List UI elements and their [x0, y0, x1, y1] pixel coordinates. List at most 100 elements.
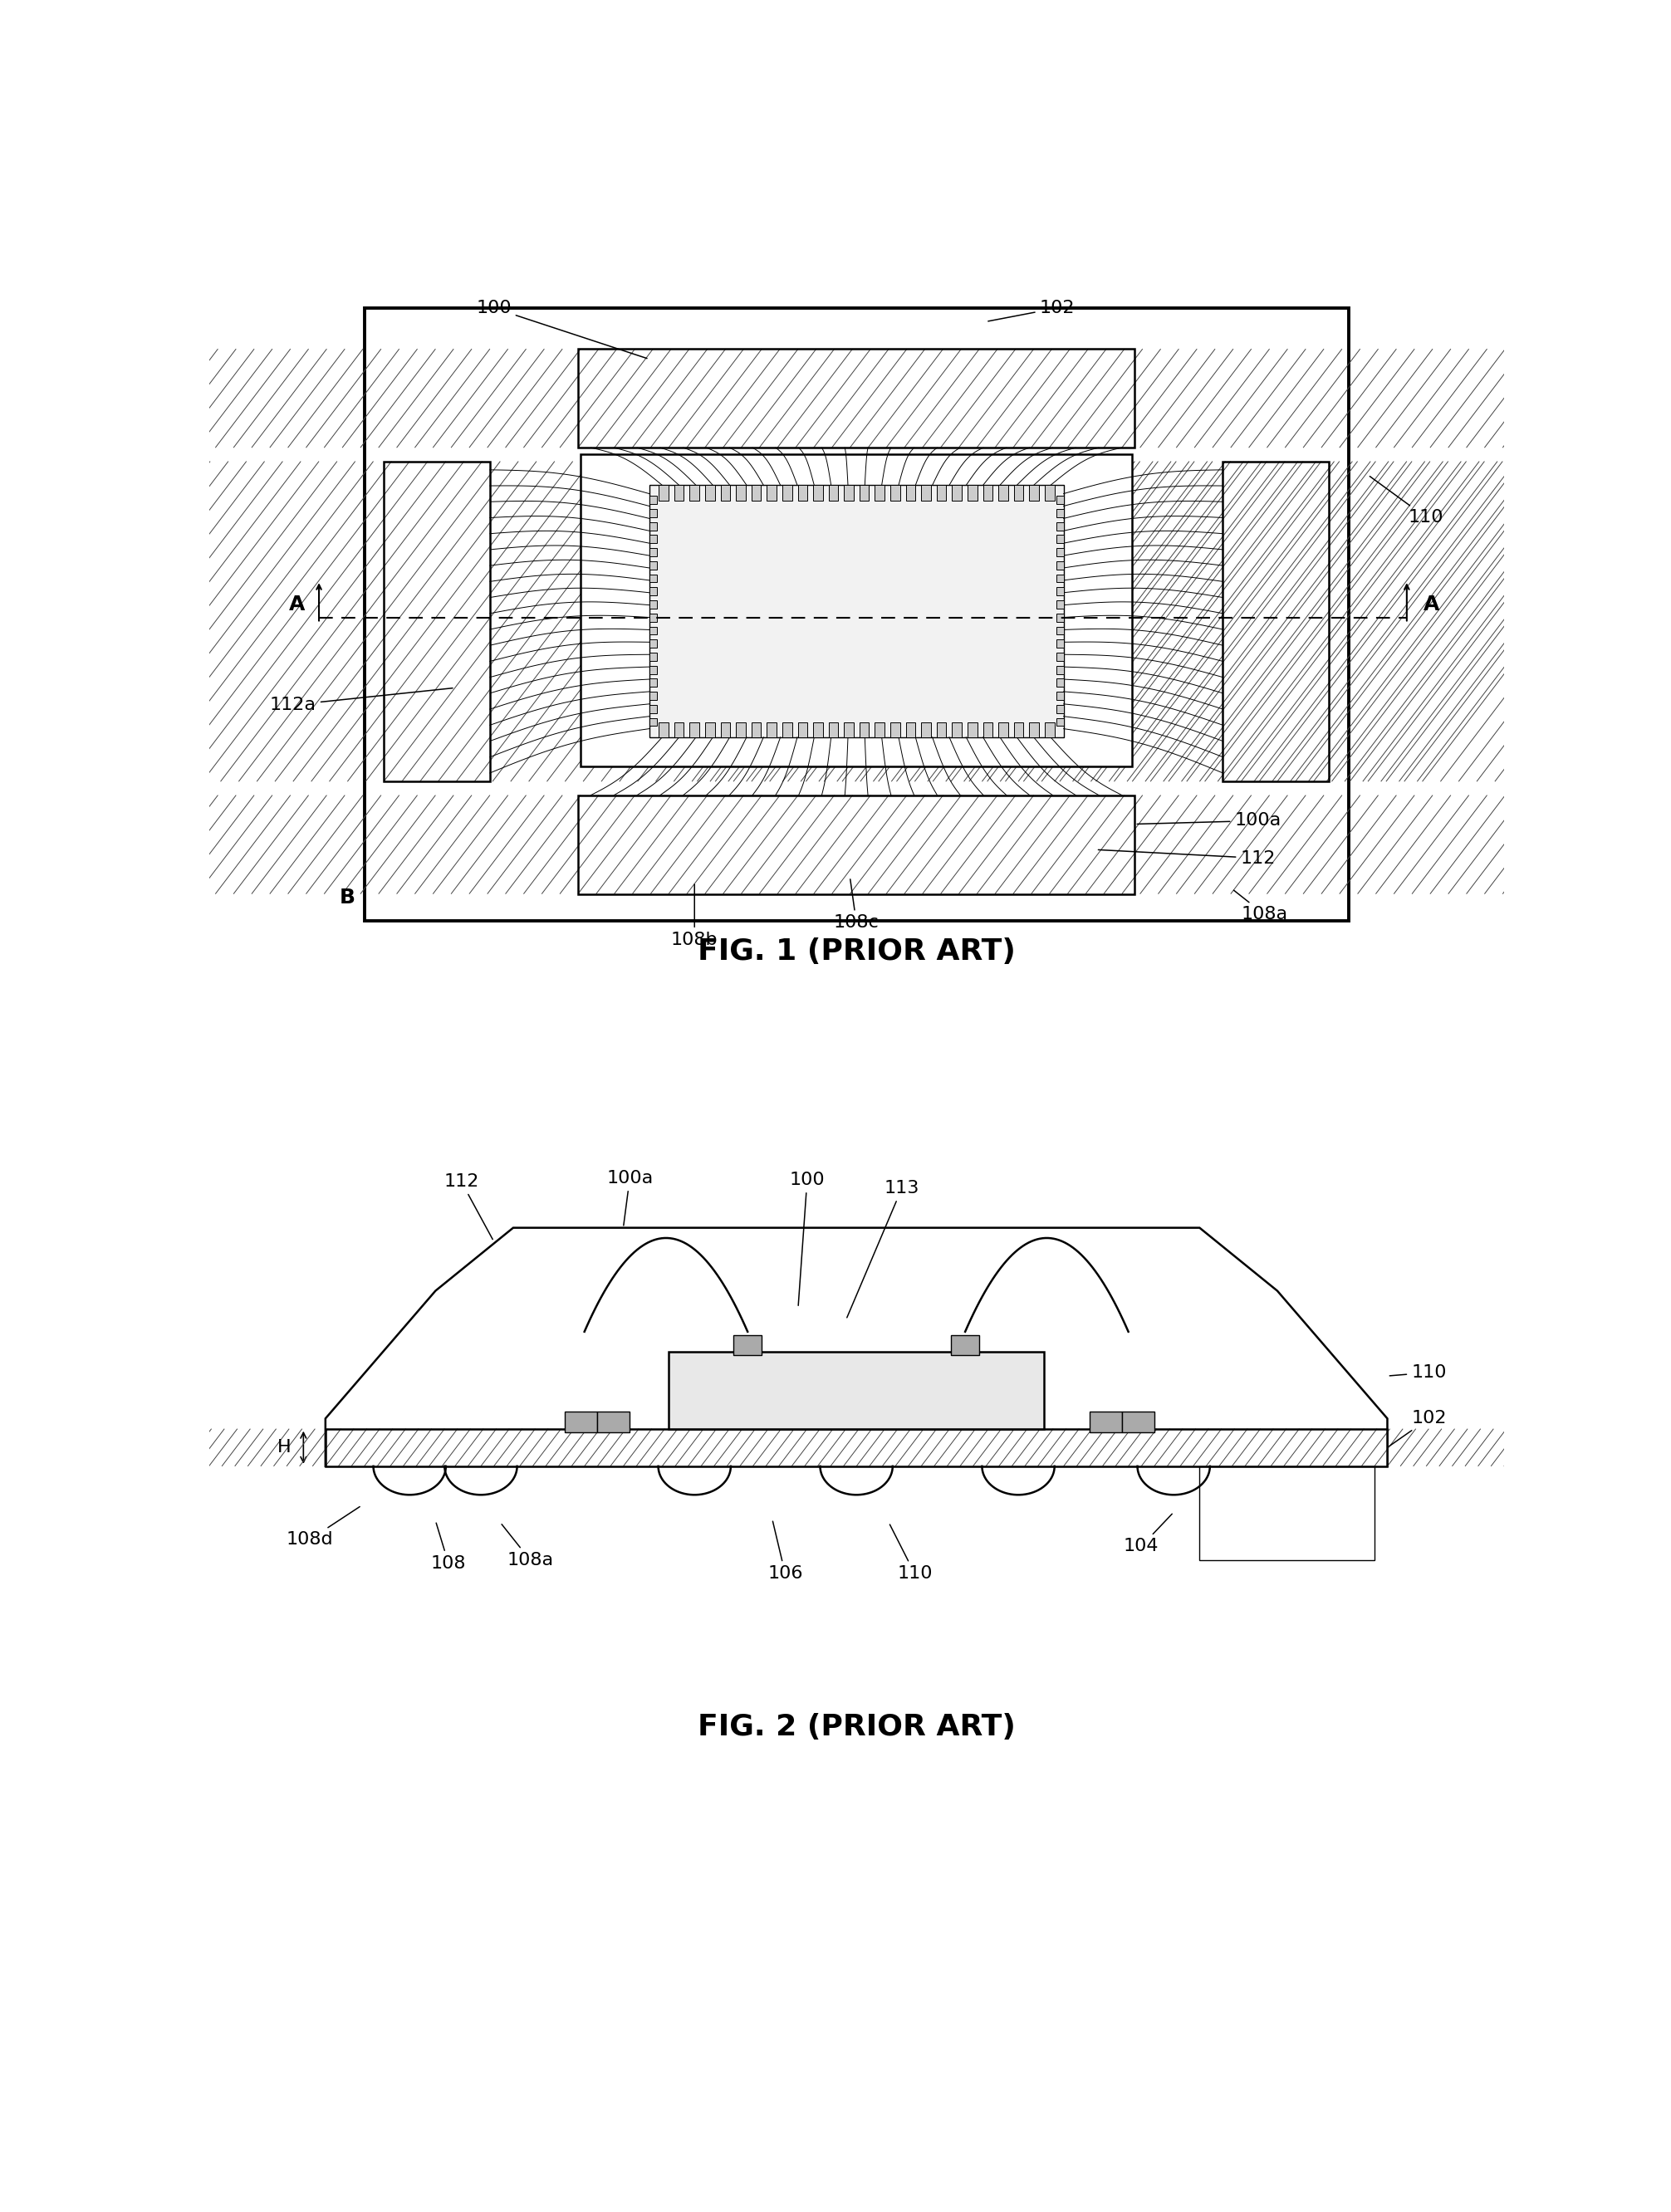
Bar — [797, 721, 807, 737]
Bar — [673, 721, 683, 737]
Text: 106: 106 — [767, 1522, 802, 1582]
Text: 100: 100 — [789, 1172, 825, 1305]
Text: 108c: 108c — [834, 878, 879, 931]
Bar — [937, 484, 946, 500]
Bar — [1056, 522, 1063, 531]
Bar — [720, 721, 730, 737]
Bar — [734, 1336, 762, 1356]
Text: 110: 110 — [889, 1524, 932, 1582]
Bar — [580, 453, 1133, 765]
Bar — [1014, 721, 1024, 737]
Bar — [814, 484, 822, 500]
Bar — [1014, 484, 1024, 500]
Bar — [1029, 484, 1039, 500]
Bar — [767, 484, 777, 500]
Bar — [876, 484, 884, 500]
Text: 112: 112 — [1098, 849, 1275, 867]
Bar — [1223, 462, 1328, 781]
Bar — [648, 535, 657, 544]
Bar — [578, 794, 1135, 894]
Text: A: A — [1424, 595, 1439, 615]
Bar — [384, 462, 490, 781]
Bar — [384, 462, 490, 781]
Bar — [690, 721, 698, 737]
Text: 108b: 108b — [672, 885, 719, 949]
Bar — [648, 575, 657, 582]
Bar — [983, 721, 993, 737]
Bar — [648, 522, 657, 531]
Bar — [648, 679, 657, 688]
Bar — [720, 484, 730, 500]
Text: 102: 102 — [988, 299, 1074, 321]
Bar — [1056, 509, 1063, 518]
Bar — [968, 484, 978, 500]
Bar — [1056, 719, 1063, 726]
Bar — [859, 484, 869, 500]
Bar — [1044, 484, 1054, 500]
Bar — [648, 549, 657, 557]
Text: FIG. 1 (PRIOR ART): FIG. 1 (PRIOR ART) — [697, 938, 1016, 967]
Bar — [1056, 692, 1063, 699]
Bar — [1056, 562, 1063, 568]
Bar — [999, 721, 1008, 737]
Bar — [1223, 462, 1328, 781]
Bar — [648, 509, 657, 518]
Bar — [876, 721, 884, 737]
Bar — [767, 721, 777, 737]
Bar — [364, 307, 1348, 920]
Bar — [859, 721, 869, 737]
Bar — [578, 794, 1135, 894]
Bar — [814, 721, 822, 737]
Bar — [668, 1352, 1044, 1429]
Bar — [906, 484, 916, 500]
Bar — [658, 721, 668, 737]
Text: 108a: 108a — [1233, 889, 1288, 922]
Bar — [1056, 549, 1063, 557]
Bar — [1056, 679, 1063, 688]
Bar — [968, 721, 978, 737]
Text: B: B — [339, 887, 356, 907]
Bar — [1056, 535, 1063, 544]
Bar — [578, 794, 1135, 894]
Bar — [648, 495, 657, 504]
Bar — [999, 484, 1008, 500]
Bar — [952, 484, 962, 500]
Bar — [921, 721, 931, 737]
Bar — [1056, 706, 1063, 712]
Bar — [797, 484, 807, 500]
Text: H: H — [277, 1440, 291, 1455]
Bar — [906, 721, 916, 737]
Bar — [648, 639, 657, 648]
Bar — [844, 721, 854, 737]
Bar — [648, 613, 657, 622]
Bar — [1056, 588, 1063, 595]
Text: 108d: 108d — [286, 1506, 359, 1548]
Bar — [983, 484, 993, 500]
Bar — [705, 721, 715, 737]
Text: 104: 104 — [1123, 1513, 1171, 1555]
Bar — [1056, 666, 1063, 675]
Text: 108: 108 — [431, 1522, 466, 1571]
Text: FIG. 2 (PRIOR ART): FIG. 2 (PRIOR ART) — [697, 1712, 1016, 1741]
Bar — [1044, 721, 1054, 737]
Bar — [782, 721, 792, 737]
Bar — [829, 721, 839, 737]
Bar — [752, 484, 760, 500]
Bar — [690, 484, 698, 500]
Text: 100a: 100a — [1138, 812, 1282, 830]
Bar — [844, 484, 854, 500]
Bar — [705, 484, 715, 500]
Bar — [326, 1429, 1387, 1467]
Bar — [937, 721, 946, 737]
Bar — [648, 588, 657, 595]
Bar — [648, 692, 657, 699]
Bar — [735, 484, 745, 500]
Bar — [1089, 1411, 1121, 1431]
Bar — [891, 484, 901, 500]
Bar — [384, 462, 490, 781]
Bar — [1056, 599, 1063, 608]
Text: 100: 100 — [476, 299, 647, 358]
Bar — [578, 349, 1135, 447]
Text: 102: 102 — [1389, 1411, 1447, 1447]
Bar — [829, 484, 839, 500]
